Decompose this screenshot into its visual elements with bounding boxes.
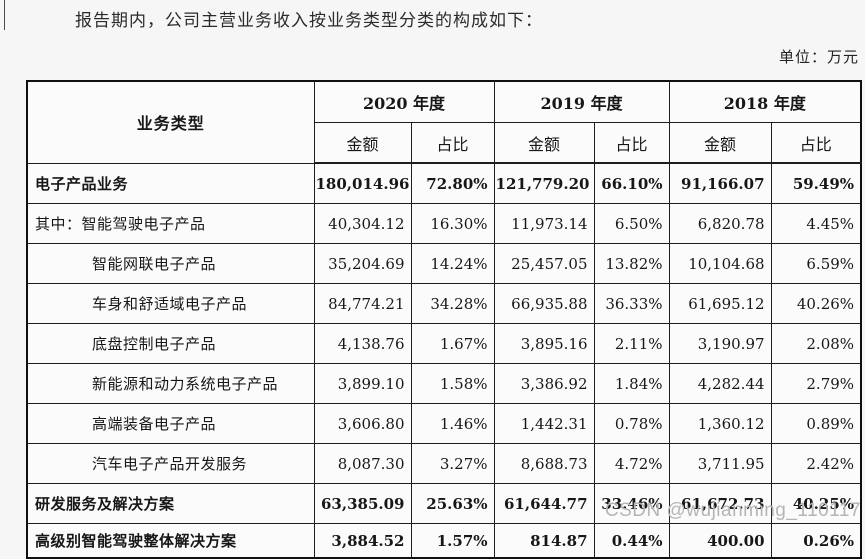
amount-cell: 3,895.16 <box>493 323 595 364</box>
business-type-cell: 底盘控制电子产品 <box>26 323 315 364</box>
ratio-cell: 13.82% <box>593 243 670 284</box>
table-row: 高级别智能驾驶整体解决方案 3,884.52 1.57% 814.87 0.44% 400… <box>26 523 862 559</box>
ratio-cell: 2.79% <box>770 363 862 404</box>
header-year-2018: 2018 年度 <box>668 80 862 123</box>
amount-cell: 66,935.88 <box>493 283 595 324</box>
amount-cell: 3,884.52 <box>313 523 412 559</box>
ratio-cell: 16.30% <box>410 203 495 244</box>
header-ratio-2018: 占比 <box>770 122 862 164</box>
table-row: 电子产品业务 180,014.96 72.80% 121,779.20 66.10% 91… <box>26 162 862 204</box>
business-type-cell: 其中：智能驾驶电子产品 <box>26 203 315 244</box>
ratio-cell: 4.45% <box>770 203 862 244</box>
business-type-cell: 高端装备电子产品 <box>26 403 315 444</box>
page-edge-line <box>4 0 5 30</box>
amount-cell: 1,360.12 <box>668 403 772 444</box>
ratio-cell: 0.44% <box>593 523 670 559</box>
table-row: 新能源和动力系统电子产品 3,899.10 1.58% 3,386.92 1.84% 4,… <box>26 363 862 404</box>
table-row: 高端装备电子产品 3,606.80 1.46% 1,442.31 0.78% 1,360.… <box>26 403 862 444</box>
amount-cell: 121,779.20 <box>493 162 595 204</box>
amount-cell: 4,282.44 <box>668 363 772 404</box>
amount-cell: 10,104.68 <box>668 243 772 284</box>
ratio-cell: 0.78% <box>593 403 670 444</box>
amount-cell: 84,774.21 <box>313 283 412 324</box>
amount-cell: 61,644.77 <box>493 483 595 524</box>
table-row: 其中：智能驾驶电子产品 40,304.12 16.30% 11,973.14 6.50%… <box>26 203 862 244</box>
ratio-cell: 1.46% <box>410 403 495 444</box>
ratio-cell: 6.59% <box>770 243 862 284</box>
ratio-cell: 40.25% <box>770 483 862 524</box>
ratio-cell: 1.84% <box>593 363 670 404</box>
header-year-2020: 2020 年度 <box>313 80 495 123</box>
table-body: 电子产品业务 180,014.96 72.80% 121,779.20 66.10% 91… <box>26 162 862 559</box>
amount-cell: 35,204.69 <box>313 243 412 284</box>
business-type-cell: 车身和舒适域电子产品 <box>26 283 315 324</box>
header-business-type: 业务类型 <box>26 80 315 164</box>
amount-cell: 814.87 <box>493 523 595 559</box>
ratio-cell: 14.24% <box>410 243 495 284</box>
table-row: 智能网联电子产品 35,204.69 14.24% 25,457.05 13.82% 10… <box>26 243 862 284</box>
ratio-cell: 6.50% <box>593 203 670 244</box>
header-year-2019: 2019 年度 <box>493 80 670 123</box>
amount-cell: 91,166.07 <box>668 162 772 204</box>
ratio-cell: 1.57% <box>410 523 495 559</box>
amount-cell: 63,385.09 <box>313 483 412 524</box>
amount-cell: 8,087.30 <box>313 443 412 484</box>
amount-cell: 4,138.76 <box>313 323 412 364</box>
table-row: 车身和舒适域电子产品 84,774.21 34.28% 66,935.88 36.33%… <box>26 283 862 324</box>
revenue-by-business-type-table: 业务类型 2020 年度 2019 年度 2018 年度 金额 占比 金额 占比… <box>26 80 863 559</box>
header-ratio-2019: 占比 <box>593 122 670 164</box>
amount-cell: 40,304.12 <box>313 203 412 244</box>
unit-label: 单位：万元 <box>778 48 859 66</box>
table-row: 研发服务及解决方案 63,385.09 25.63% 61,644.77 33.46% 6… <box>26 483 862 524</box>
header-amount-2019: 金额 <box>493 122 595 164</box>
ratio-cell: 36.33% <box>593 283 670 324</box>
intro-text: 报告期内，公司主营业务收入按业务类型分类的构成如下： <box>75 11 543 31</box>
amount-cell: 1,442.31 <box>493 403 595 444</box>
amount-cell: 3,899.10 <box>313 363 412 404</box>
ratio-cell: 40.26% <box>770 283 862 324</box>
amount-cell: 400.00 <box>668 523 772 559</box>
amount-cell: 3,606.80 <box>313 403 412 444</box>
business-type-cell: 新能源和动力系统电子产品 <box>26 363 315 404</box>
amount-cell: 180,014.96 <box>313 162 412 204</box>
business-type-cell: 汽车电子产品开发服务 <box>26 443 315 484</box>
business-type-cell: 智能网联电子产品 <box>26 243 315 284</box>
business-type-cell: 电子产品业务 <box>26 162 315 204</box>
amount-cell: 61,695.12 <box>668 283 772 324</box>
business-type-cell: 高级别智能驾驶整体解决方案 <box>26 523 315 559</box>
ratio-cell: 34.28% <box>410 283 495 324</box>
ratio-cell: 66.10% <box>593 162 670 204</box>
amount-cell: 25,457.05 <box>493 243 595 284</box>
table-header: 业务类型 2020 年度 2019 年度 2018 年度 金额 占比 金额 占比… <box>26 80 862 164</box>
ratio-cell: 2.11% <box>593 323 670 364</box>
table-row: 汽车电子产品开发服务 8,087.30 3.27% 8,688.73 4.72% 3,71… <box>26 443 862 484</box>
amount-cell: 6,820.78 <box>668 203 772 244</box>
ratio-cell: 0.26% <box>770 523 862 559</box>
ratio-cell: 1.67% <box>410 323 495 364</box>
amount-cell: 3,190.97 <box>668 323 772 364</box>
header-amount-2020: 金额 <box>313 122 412 164</box>
ratio-cell: 33.46% <box>593 483 670 524</box>
ratio-cell: 4.72% <box>593 443 670 484</box>
watermark-text: CSDN @wujianming_110117 <box>604 500 861 521</box>
ratio-cell: 72.80% <box>410 162 495 204</box>
ratio-cell: 1.58% <box>410 363 495 404</box>
amount-cell: 3,711.95 <box>668 443 772 484</box>
ratio-cell: 25.63% <box>410 483 495 524</box>
ratio-cell: 2.08% <box>770 323 862 364</box>
ratio-cell: 2.42% <box>770 443 862 484</box>
ratio-cell: 0.89% <box>770 403 862 444</box>
amount-cell: 3,386.92 <box>493 363 595 404</box>
table-row: 底盘控制电子产品 4,138.76 1.67% 3,895.16 2.11% 3,190.… <box>26 323 862 364</box>
amount-cell: 8,688.73 <box>493 443 595 484</box>
business-type-cell: 研发服务及解决方案 <box>26 483 315 524</box>
ratio-cell: 59.49% <box>770 162 862 204</box>
ratio-cell: 3.27% <box>410 443 495 484</box>
amount-cell: 11,973.14 <box>493 203 595 244</box>
header-amount-2018: 金额 <box>668 122 772 164</box>
header-ratio-2020: 占比 <box>410 122 495 164</box>
